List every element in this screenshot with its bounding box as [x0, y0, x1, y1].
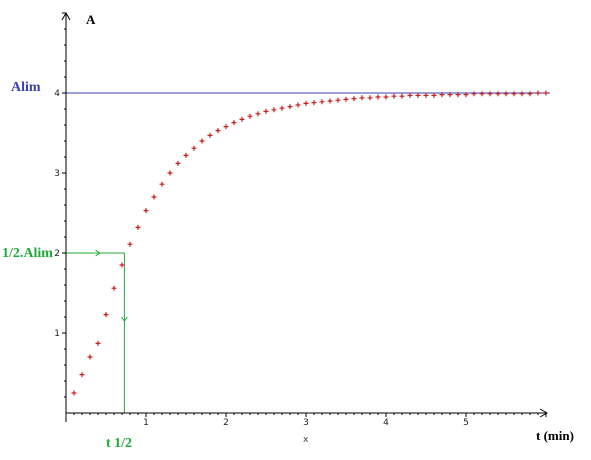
data-point	[263, 108, 269, 114]
data-point	[471, 91, 477, 97]
data-point	[399, 93, 405, 99]
data-point	[463, 92, 469, 98]
data-point	[495, 91, 501, 97]
data-point	[231, 120, 237, 126]
data-point	[543, 90, 549, 96]
y-axis-label: A	[86, 12, 96, 27]
data-point	[71, 390, 77, 396]
data-point	[127, 241, 133, 247]
data-point	[151, 194, 157, 200]
data-point	[335, 97, 341, 103]
data-point	[479, 91, 485, 97]
data-point	[343, 96, 349, 102]
data-point	[455, 92, 461, 98]
data-point	[167, 170, 173, 176]
data-point	[95, 340, 101, 346]
data-point	[431, 92, 437, 98]
data-point	[143, 208, 149, 214]
x-tick-label: 3	[303, 418, 309, 428]
data-point	[439, 92, 445, 98]
data-point	[423, 92, 429, 98]
half-alim-label: 1/2.Alim	[2, 246, 53, 261]
data-point	[111, 285, 117, 291]
data-point	[383, 94, 389, 100]
t-half-arrow-icon	[121, 316, 128, 322]
data-point	[295, 102, 301, 108]
data-point	[311, 100, 317, 106]
alim-label: Alim	[11, 80, 41, 95]
data-point	[255, 111, 261, 117]
y-tick-label: 2	[54, 249, 60, 259]
data-point	[527, 91, 533, 97]
x-axis-arrow-icon	[539, 408, 549, 418]
data-point	[319, 99, 325, 105]
data-point	[183, 152, 189, 158]
data-point	[519, 91, 525, 97]
data-point	[199, 138, 205, 144]
data-point	[159, 181, 165, 187]
ticks: 1 2 3 4 5 1 2 3 4	[54, 12, 547, 428]
data-points	[71, 90, 549, 396]
data-point	[135, 224, 141, 230]
data-point	[303, 100, 309, 106]
data-point	[391, 93, 397, 99]
data-point	[327, 98, 333, 104]
y-tick-label: 3	[54, 169, 60, 179]
data-point	[351, 96, 357, 102]
data-point	[79, 372, 85, 378]
x-tick-label: 5	[463, 418, 469, 428]
data-point	[535, 90, 541, 96]
data-point	[407, 92, 413, 98]
data-point	[415, 92, 421, 98]
data-point	[287, 104, 293, 110]
axes	[61, 11, 549, 422]
data-point	[215, 128, 221, 134]
x-tick-label: 2	[223, 418, 229, 428]
data-point	[119, 262, 125, 268]
data-point	[207, 132, 213, 138]
x-tick-label: 1	[143, 418, 149, 428]
t-half-label: t 1/2	[106, 436, 132, 451]
x-tick-label: 4	[383, 418, 389, 428]
data-point	[175, 160, 181, 166]
data-point	[375, 94, 381, 100]
data-point	[511, 91, 517, 97]
data-point	[87, 354, 93, 360]
data-point	[487, 91, 493, 97]
x-axis-marker: x	[303, 435, 309, 445]
data-point	[247, 113, 253, 119]
reference-lines	[66, 92, 550, 413]
data-point	[239, 116, 245, 122]
data-point	[191, 145, 197, 151]
data-point	[103, 312, 109, 318]
y-tick-label: 1	[54, 329, 60, 339]
data-point	[447, 92, 453, 98]
data-point	[279, 105, 285, 111]
data-point	[367, 95, 373, 101]
data-point	[271, 107, 277, 113]
data-point	[503, 91, 509, 97]
y-tick-label: 4	[54, 89, 60, 99]
x-axis-label: t (min)	[536, 428, 574, 443]
half-alim-arrow-icon	[95, 249, 101, 257]
data-point	[359, 95, 365, 101]
data-point	[223, 124, 229, 130]
